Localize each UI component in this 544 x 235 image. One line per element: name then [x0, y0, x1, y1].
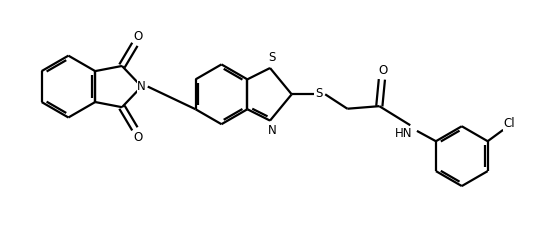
Text: Cl: Cl [504, 117, 515, 130]
Text: N: N [137, 80, 146, 93]
Text: O: O [378, 64, 387, 77]
Text: S: S [268, 51, 276, 64]
Text: HN: HN [395, 128, 413, 141]
Text: S: S [315, 87, 322, 100]
Text: N: N [268, 124, 276, 137]
Text: O: O [133, 131, 143, 144]
Text: O: O [133, 30, 143, 43]
